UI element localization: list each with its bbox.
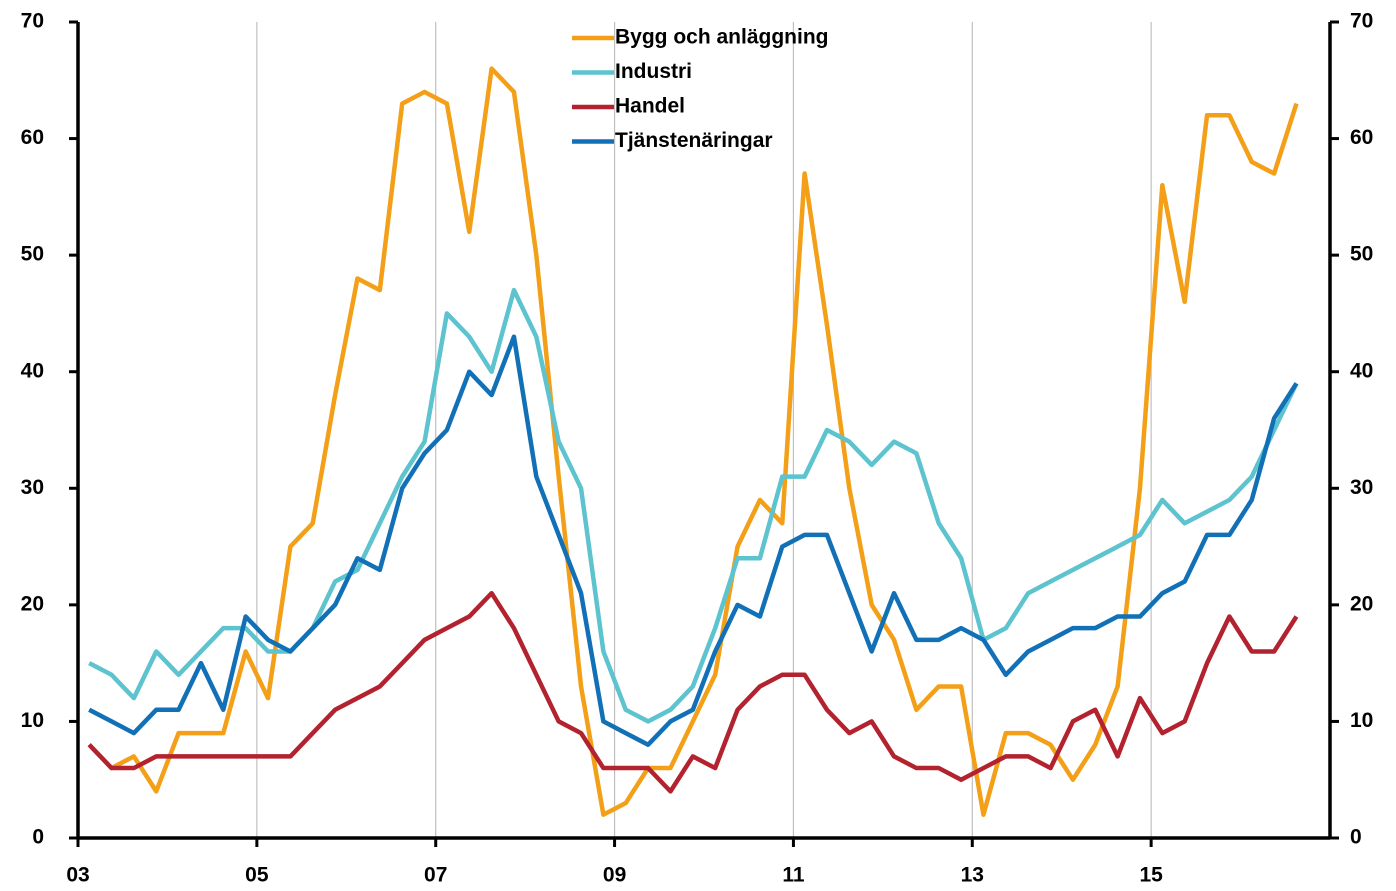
y-tick-label: 30 [21,476,44,499]
y2-tick-label: 40 [1350,359,1373,382]
x-tick-label: 03 [66,864,89,887]
y2-tick-label: 50 [1350,243,1373,266]
y2-tick-label: 30 [1350,476,1373,499]
y2-tick-label: 70 [1350,10,1373,33]
series-line [88,334,1299,747]
y-tick-label: 50 [21,243,44,266]
series-line [87,590,1299,794]
y-tick-label: 60 [21,126,44,149]
y2-tick-label: 0 [1350,826,1362,849]
x-tick-label: 05 [245,864,269,887]
x-tick-label: 15 [1139,864,1163,887]
y-tick-label: 20 [21,592,44,615]
y-tick-label: 40 [21,359,44,382]
x-tick-label: 07 [424,864,447,887]
legend-label: Tjänstenäringar [615,129,773,152]
x-tick-label: 09 [603,864,626,887]
legend-label: Industri [615,60,692,83]
legend-label: Handel [615,95,685,118]
legend-label: Bygg och anläggning [615,26,829,49]
y2-tick-label: 20 [1350,592,1373,615]
x-tick-label: 11 [782,864,805,887]
y-tick-label: 10 [21,709,44,732]
y2-tick-label: 60 [1350,126,1373,149]
series-line [87,66,1299,817]
x-tick-label: 13 [961,864,984,887]
series-line [88,287,1299,724]
y-tick-label: 0 [32,826,44,849]
y-tick-label: 70 [21,10,44,33]
y2-tick-label: 10 [1350,709,1373,732]
